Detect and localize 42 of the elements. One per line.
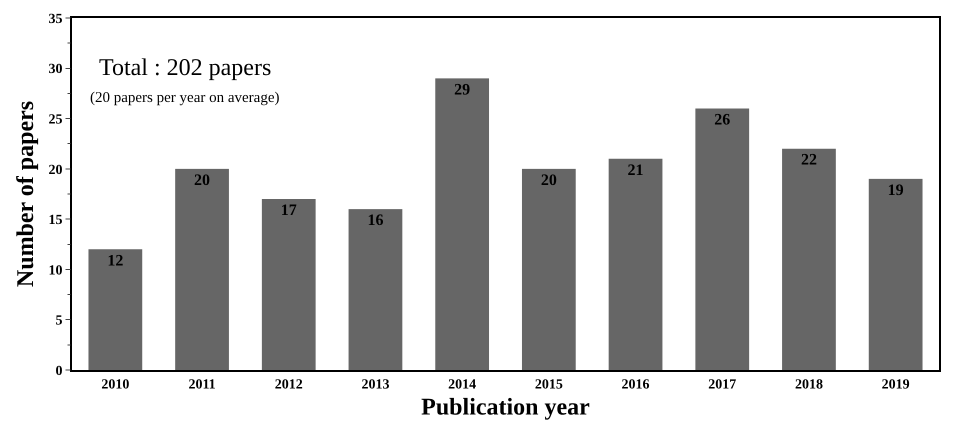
y-axis-title: Number of papers <box>13 100 40 288</box>
data-label: 29 <box>454 81 470 98</box>
y-tick-label: 30 <box>48 62 62 78</box>
annotation: (20 papers per year on average) <box>90 90 280 106</box>
x-tick-label: 2012 <box>274 378 303 393</box>
x-tick-label: 2017 <box>708 378 736 393</box>
x-tick-label: 2018 <box>794 378 823 393</box>
y-tick-label: 35 <box>48 12 62 27</box>
x-tick-label: 2015 <box>534 378 563 393</box>
bar <box>262 199 316 370</box>
y-tick-label: 10 <box>48 263 62 278</box>
data-label: 17 <box>280 202 297 220</box>
data-label: 21 <box>628 162 644 179</box>
annotation: Total : 202 papers <box>99 55 272 81</box>
x-axis-title: Publication year <box>421 394 590 420</box>
data-label: 16 <box>367 212 384 230</box>
y-tick-label: 25 <box>48 112 62 128</box>
bar <box>88 249 142 370</box>
x-tick-label: 2016 <box>622 378 650 393</box>
data-label: 12 <box>107 252 124 270</box>
data-label: 20 <box>540 172 557 189</box>
bar <box>868 178 923 370</box>
data-label: 19 <box>888 182 904 199</box>
bar <box>695 108 750 370</box>
bar <box>522 168 576 370</box>
bar <box>348 209 402 370</box>
data-label: 22 <box>800 152 817 169</box>
y-tick-label: 20 <box>48 162 62 178</box>
data-label: 26 <box>714 112 730 129</box>
y-tick-label: 5 <box>55 314 62 329</box>
bar <box>175 168 229 370</box>
bar <box>435 78 490 370</box>
bar <box>608 158 662 370</box>
x-tick-label: 2014 <box>448 378 476 393</box>
y-tick-label: 0 <box>55 364 62 379</box>
x-tick-label: 2013 <box>361 378 390 393</box>
bar <box>782 148 836 370</box>
x-tick-label: 2011 <box>188 378 216 393</box>
data-label: 20 <box>194 172 210 189</box>
y-tick-label: 15 <box>48 213 62 228</box>
x-tick-label: 2010 <box>101 378 130 393</box>
x-tick-label: 2019 <box>882 378 910 393</box>
